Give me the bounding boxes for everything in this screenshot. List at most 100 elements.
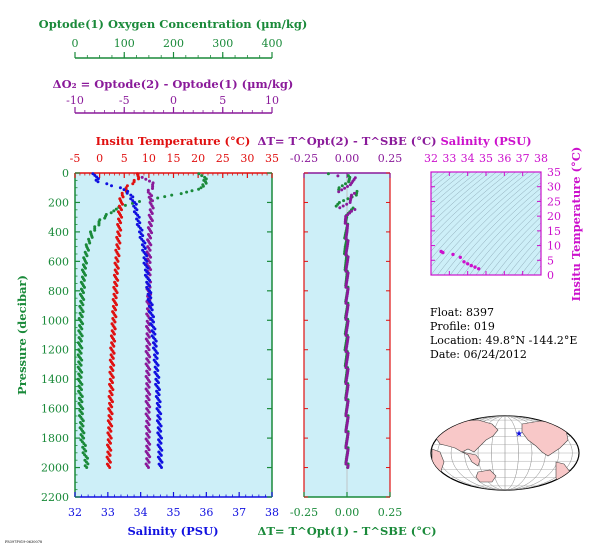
salinity-tick-label: 33 [101, 506, 115, 519]
delta_o2-point [148, 342, 152, 346]
oxygen-tick-label: 200 [163, 37, 184, 50]
ts-density-contour [475, 204, 541, 275]
temperature-point [109, 436, 113, 440]
ts-temperature-tick-label: 30 [547, 181, 561, 194]
ts-density-contour [559, 172, 608, 275]
delta_o2-point [149, 224, 153, 228]
oxygen-point [93, 228, 97, 232]
temperature-tick-label: -5 [70, 152, 81, 165]
delta_o2-dt-point [344, 301, 348, 305]
ts-density-contour [431, 172, 497, 231]
salinity-tick-label: 32 [68, 506, 82, 519]
delta_o2-point [149, 255, 153, 259]
delta-o2-tick-label: 0 [170, 94, 177, 107]
ts-density-contour [437, 172, 541, 275]
ts-density-contour [507, 235, 541, 275]
ts-density-contour [488, 216, 541, 275]
oxygen-point [81, 303, 85, 307]
map-meridian [450, 416, 560, 490]
info-location: Location: 49.8°N -144.2°E [430, 334, 578, 347]
salinity-point [143, 247, 147, 250]
salinity-point [129, 197, 133, 201]
oxygen-point [80, 315, 84, 319]
salinity-point [122, 188, 126, 192]
pressure-tick-label: 0 [62, 167, 69, 180]
delta_o2-point [148, 442, 152, 446]
ts-density-contour [431, 172, 504, 238]
salinity-series [91, 172, 164, 469]
oxygen-point [85, 254, 89, 258]
temperature-point [111, 381, 114, 385]
oxygen-point [204, 181, 208, 185]
salinity-point [134, 202, 138, 206]
ts-point [462, 260, 466, 264]
temperature-point [111, 375, 115, 379]
salinity-point [158, 405, 162, 409]
salinity-point [137, 215, 141, 219]
temperature-point [111, 400, 114, 404]
delta_o2-dt-point [343, 221, 347, 225]
oxygen-tick-label: 400 [262, 37, 283, 50]
ts-density-contour [431, 172, 465, 201]
delta_o2-dt-point [344, 414, 348, 418]
delta_t-dt-point [347, 180, 351, 184]
salinity-point [131, 199, 135, 203]
delta_o2-dt-point [336, 174, 340, 178]
ts-plot-area [431, 172, 541, 275]
oxygen-tick-label: 100 [114, 37, 135, 50]
delta_o2-point [147, 360, 151, 364]
pressure-axis-label: Pressure (decibar) [15, 275, 29, 395]
delta_o2-point [148, 430, 152, 434]
oxygen-point [80, 358, 84, 362]
pressure-tick-label: 400 [48, 226, 69, 239]
salinity-point [158, 417, 162, 421]
delta_o2-dt-series [336, 174, 357, 469]
delta_o2-dt-point [352, 191, 356, 195]
temperature-point [109, 448, 113, 452]
salinity-point [148, 284, 151, 288]
salinity-point [158, 400, 162, 404]
oxygen-point [80, 370, 84, 374]
oxygen-point [80, 334, 84, 338]
temperature-tick-label: 20 [191, 152, 205, 165]
oxygen-point [179, 192, 183, 196]
delta_o2-point [147, 466, 150, 469]
delta-o2-axis-label: ΔO₂ = Optode(2) - Optode(1) (µm/kg) [53, 77, 294, 91]
delta-o2-tick-label: 10 [265, 94, 279, 107]
delta_o2-point [148, 248, 152, 252]
delta_t-dt-point [346, 197, 350, 201]
salinity-point [154, 339, 158, 343]
pressure-tick-label: 2200 [41, 491, 69, 504]
ts-salinity-tick-label: 32 [424, 152, 438, 165]
oxygen-point [85, 261, 88, 265]
temperature-point [121, 195, 125, 199]
temperature-tick-label: 5 [121, 152, 128, 165]
delta_o2-dt-point [344, 462, 348, 466]
oxygen-point [138, 200, 141, 203]
temperature-point [111, 356, 115, 360]
oxygen-point [80, 412, 84, 416]
delta_o2-dt-point [340, 188, 344, 192]
ts-salinity-tick-label: 33 [442, 152, 456, 165]
delta_o2-dt-point [353, 208, 357, 211]
oxygen-point [87, 248, 90, 252]
delta_o2-dt-point [344, 350, 348, 353]
salinity-point [105, 182, 109, 186]
salinity-point [160, 460, 164, 464]
pressure-tick-label: 600 [48, 255, 69, 268]
temperature-series [105, 172, 141, 469]
ts-temperature-tick-label: 0 [547, 269, 554, 282]
delta_o2-dt-point [346, 185, 349, 188]
delta_o2-point [147, 448, 151, 452]
temperature-tick-label: 10 [142, 152, 156, 165]
oxygen-point [83, 285, 86, 289]
temperature-point [112, 344, 116, 348]
salinity-axis-label: Salinity (PSU) [127, 524, 218, 538]
salinity-point [152, 315, 155, 319]
delta_o2-point [148, 392, 152, 396]
salinity-point [140, 228, 144, 232]
delta-o2-tick-label: -10 [66, 94, 84, 107]
ts-point [466, 262, 470, 266]
salinity-point [125, 191, 129, 195]
